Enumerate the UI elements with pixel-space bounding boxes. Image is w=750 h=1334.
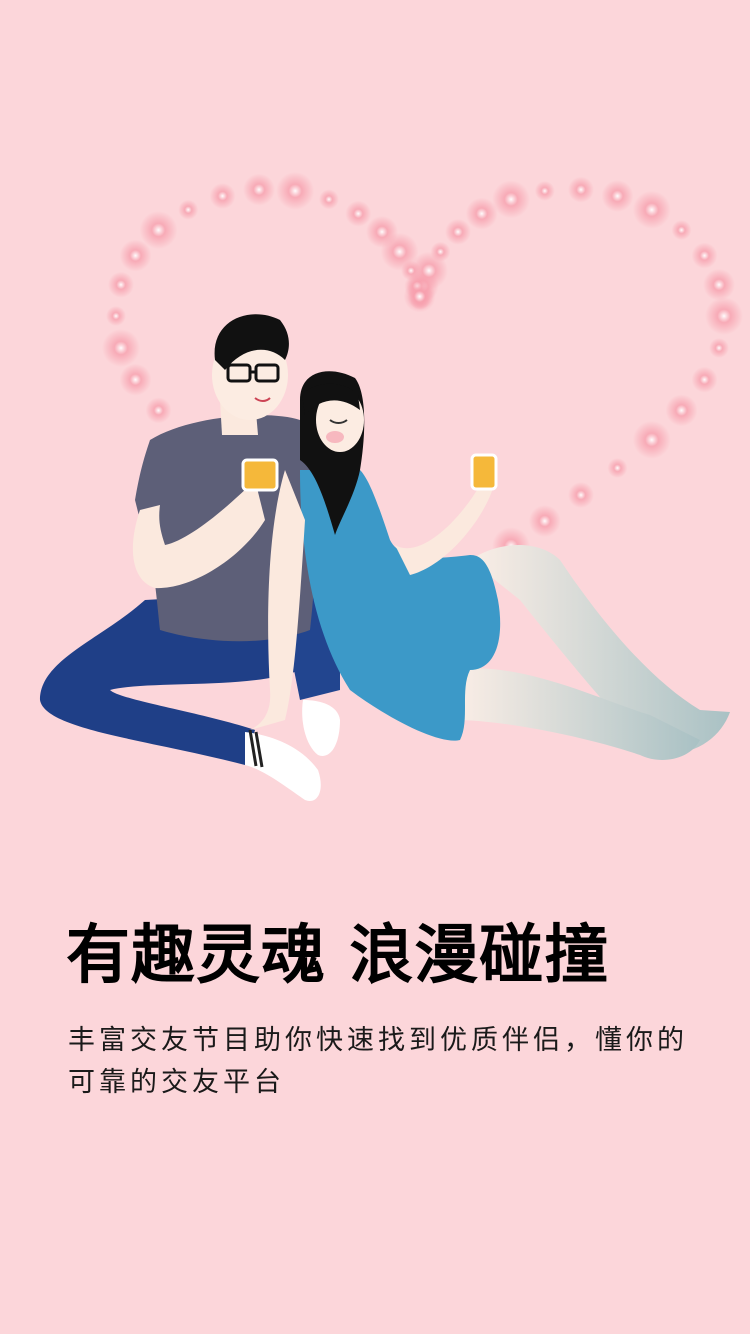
sparkle bbox=[632, 190, 671, 229]
sparkle bbox=[178, 199, 199, 220]
sparkle bbox=[445, 218, 471, 245]
sparkle bbox=[145, 397, 172, 424]
sparkle bbox=[119, 363, 152, 396]
sparkle bbox=[632, 420, 671, 459]
sparkle bbox=[709, 337, 730, 358]
sparkle bbox=[276, 171, 315, 210]
sparkle bbox=[318, 189, 339, 210]
sparkle bbox=[119, 239, 152, 272]
sparkle bbox=[705, 297, 743, 335]
sparkle bbox=[345, 200, 372, 227]
sparkle bbox=[567, 176, 594, 203]
sparkle bbox=[703, 268, 736, 301]
sparkle bbox=[601, 180, 634, 212]
sparkle bbox=[492, 180, 531, 219]
sparkle bbox=[403, 280, 436, 313]
sparkle bbox=[671, 220, 692, 241]
sparkle bbox=[107, 271, 134, 298]
sparkle bbox=[607, 458, 628, 478]
sparkle bbox=[209, 183, 236, 209]
page-headline: 有趣灵魂 浪漫碰撞 bbox=[66, 919, 610, 993]
couple-illustration bbox=[40, 171, 743, 801]
sparkle bbox=[465, 197, 498, 230]
sparkle bbox=[106, 306, 126, 326]
sparkle bbox=[567, 482, 594, 509]
woman-figure bbox=[250, 371, 730, 760]
sparkle bbox=[243, 173, 276, 206]
sparkle bbox=[691, 366, 718, 393]
sparkle-heart-decoration bbox=[101, 171, 743, 648]
sparkle bbox=[528, 505, 561, 538]
sparkle bbox=[430, 241, 451, 262]
sparkle bbox=[665, 394, 698, 427]
sparkle bbox=[101, 328, 140, 367]
sparkle bbox=[691, 242, 718, 269]
sparkle bbox=[139, 211, 178, 250]
sparkle bbox=[534, 180, 555, 201]
page-subtitle: 丰富交友节目助你快速找到优质伴侣，懂你的可靠的交友平台 bbox=[68, 1025, 688, 1098]
